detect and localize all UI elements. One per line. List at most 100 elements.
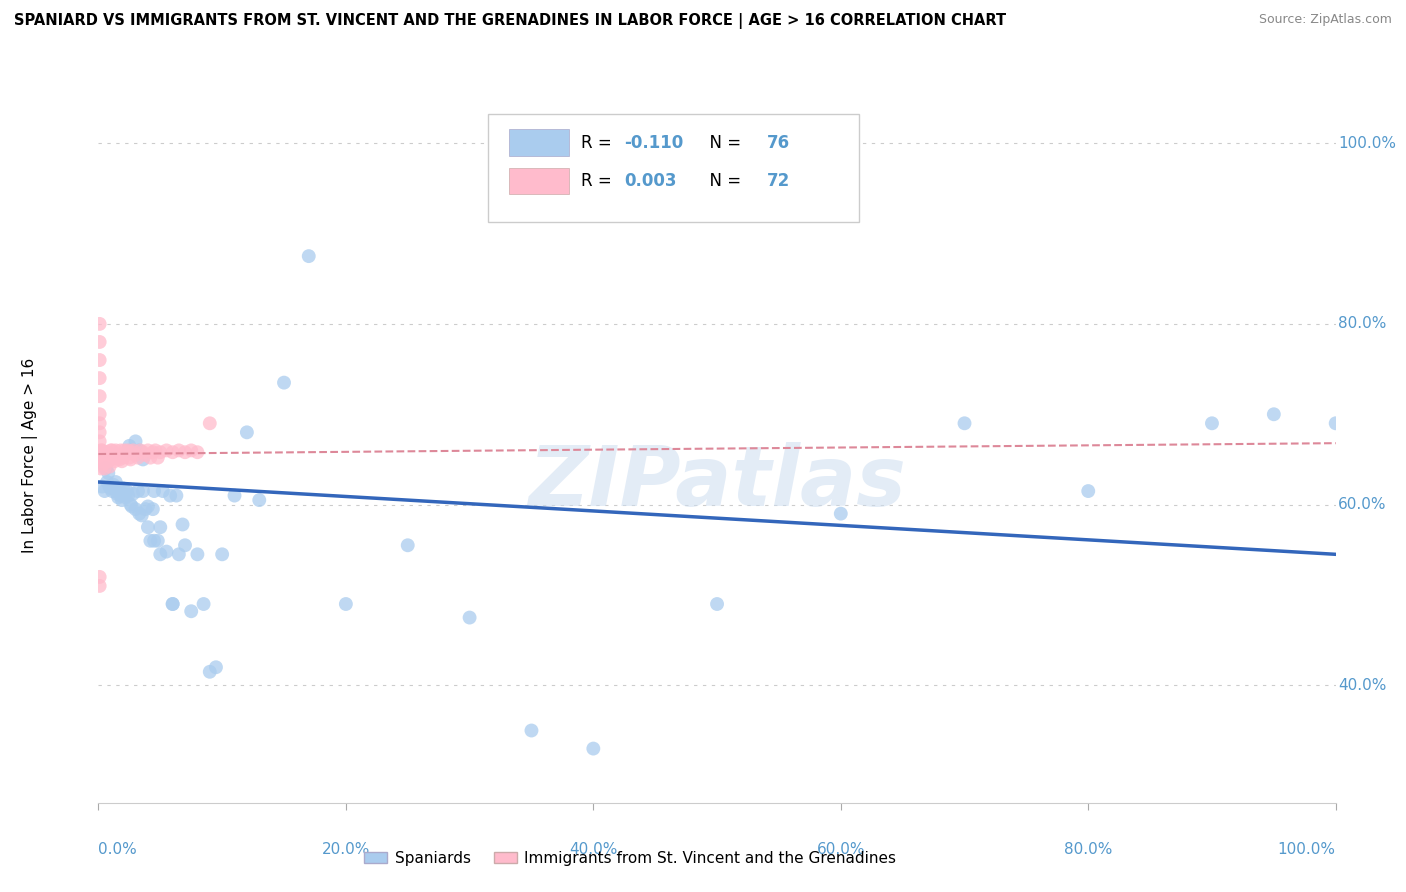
Text: 0.0%: 0.0% [98,842,138,856]
Point [139,533,162,548]
Point [90,454,112,468]
Point [103,481,125,495]
Point [89,389,111,403]
FancyBboxPatch shape [509,129,568,156]
Point [273,376,295,390]
FancyBboxPatch shape [488,114,859,222]
Point [89,579,111,593]
Point [94,461,117,475]
Point [298,249,321,263]
Point [162,445,184,459]
Point [180,443,202,458]
Point [146,450,169,465]
Point [97,454,120,468]
Point [1263,407,1285,421]
Point [96,445,118,459]
Point [89,448,111,462]
Point [136,500,159,514]
Point [167,547,190,561]
Point [180,604,202,618]
Point [89,371,111,385]
Point [155,544,177,558]
Point [115,445,138,459]
Point [91,479,114,493]
Legend: Spaniards, Immigrants from St. Vincent and the Grenadines: Spaniards, Immigrants from St. Vincent a… [359,845,903,871]
Point [105,487,128,501]
Point [211,547,233,561]
Point [1077,484,1099,499]
Point [174,538,197,552]
Point [91,445,114,459]
Point [132,452,155,467]
Point [129,443,152,458]
Point [131,508,153,523]
Point [90,450,112,465]
Text: 20.0%: 20.0% [322,842,370,856]
Point [121,500,143,514]
Point [114,491,136,505]
Point [110,443,132,458]
Point [100,452,122,467]
Point [100,443,122,458]
Point [117,489,139,503]
Text: 60.0%: 60.0% [817,842,865,856]
Point [149,445,172,459]
Point [110,489,132,503]
Point [96,450,118,465]
Point [247,493,270,508]
Point [136,443,159,458]
Point [193,597,215,611]
Point [165,489,187,503]
Point [98,459,121,474]
Point [118,443,141,458]
Point [114,448,136,462]
Point [91,443,114,458]
Point [112,487,135,501]
Point [101,484,124,499]
Point [90,461,112,475]
Point [100,481,122,495]
Point [143,533,166,548]
Point [108,452,131,467]
Point [146,533,169,548]
Point [89,434,111,449]
Text: 100.0%: 100.0% [1339,136,1396,151]
Point [89,417,111,431]
Point [89,570,111,584]
Point [186,445,208,459]
Point [142,445,165,459]
Text: 0.003: 0.003 [624,172,676,190]
Point [107,450,129,465]
Point [111,493,134,508]
Point [152,484,174,499]
Point [117,443,139,458]
Point [124,448,146,462]
Point [105,448,128,462]
Point [118,439,141,453]
Point [122,487,145,501]
Point [89,425,111,440]
Point [94,448,117,462]
Text: N =: N = [699,134,745,152]
Point [172,517,194,532]
Point [112,443,135,458]
Point [396,538,419,552]
Point [89,353,111,368]
Point [97,466,120,480]
Point [159,489,181,503]
Point [198,417,221,431]
Point [93,457,115,471]
Point [830,507,852,521]
Point [143,484,166,499]
Point [93,450,115,465]
Point [89,317,111,331]
Point [582,741,605,756]
Point [108,484,131,499]
Text: R =: R = [581,134,617,152]
Point [104,475,127,489]
Point [90,443,112,458]
Point [93,484,115,499]
Point [134,502,156,516]
Text: R =: R = [581,172,617,190]
Point [90,448,112,462]
